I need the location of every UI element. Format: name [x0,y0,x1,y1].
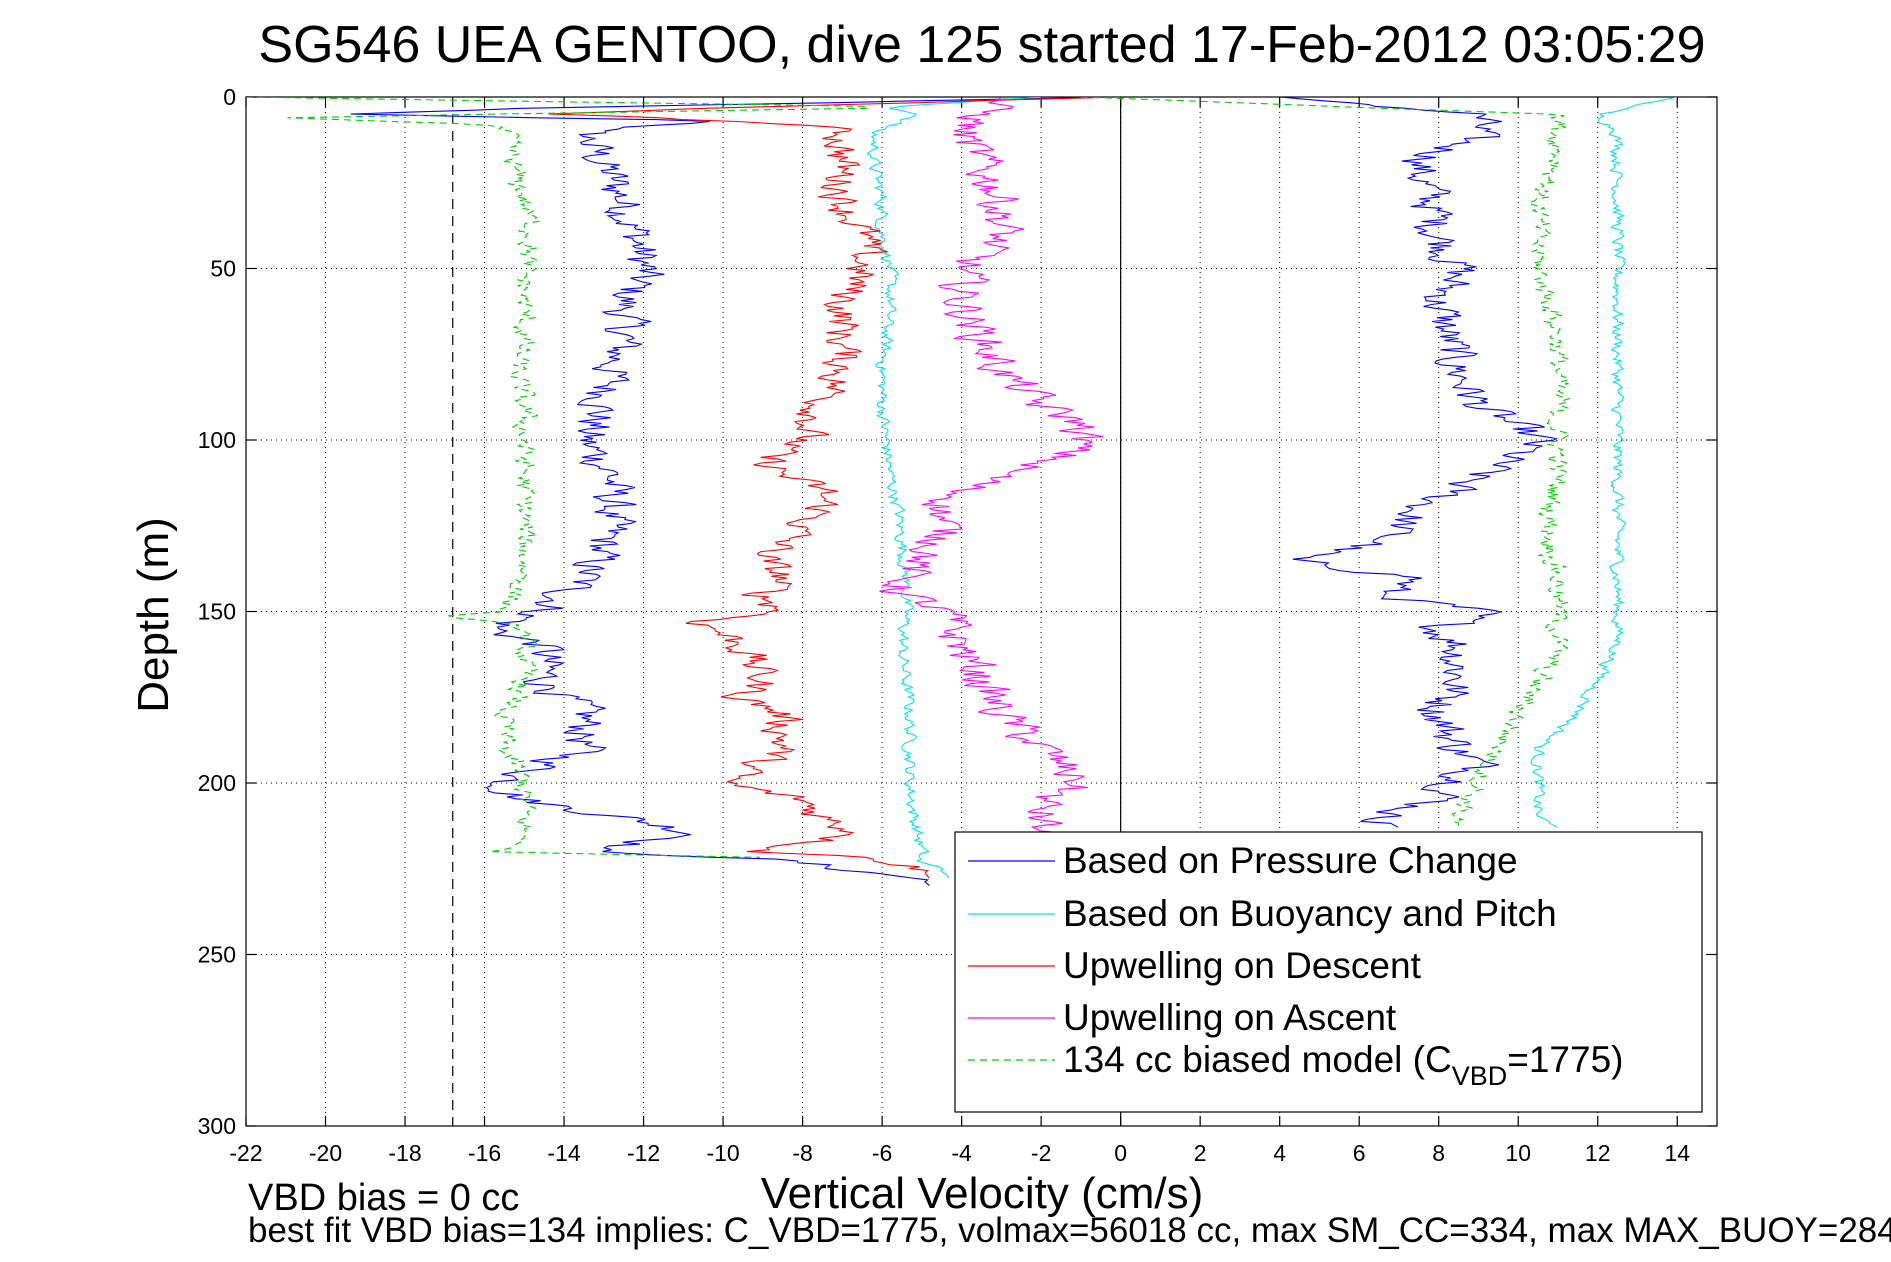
series-line [548,97,1121,879]
legend-box [954,831,1703,1113]
x-axis-label: Vertical Velocity (cm/s) [761,1169,1204,1218]
legend-label: Based on Buoyancy and Pitch [1063,893,1557,934]
x-tick-label: 6 [1353,1140,1366,1166]
x-tick-label: -12 [627,1140,660,1166]
x-tick-label: -2 [1031,1140,1051,1166]
axis-ticks [245,96,1717,1127]
series-line [879,97,1104,845]
y-tick-label: 0 [223,84,236,110]
x-tick-label: 10 [1505,1140,1531,1166]
best-fit-note: best fit VBD bias=134 implies: C_VBD=177… [248,1211,1891,1250]
legend-label: Upwelling on Ascent [1063,997,1397,1038]
series-lines [246,97,1678,887]
x-tick-label: -18 [388,1140,421,1166]
x-tick-labels: -22 -20 -18 -16 -14 -12 -10 -8 -6 -4 -2 0 2 4 6 8 10 12 14 [229,1140,1690,1166]
chart-title: SG546 UEA GENTOO, dive 125 started 17-Fe… [258,16,1705,74]
x-tick-label: -4 [951,1140,972,1166]
x-tick-label: 2 [1194,1140,1207,1166]
y-tick-label: 50 [210,256,236,282]
y-tick-label: 200 [198,770,236,796]
y-tick-label: 250 [198,942,236,968]
series-line [866,97,1042,879]
legend-label: 134 cc biased model (CVBD=1775) [1063,1039,1623,1091]
x-tick-label: 0 [1114,1140,1127,1166]
vbd-bias-note: VBD bias = 0 cc [248,1177,519,1219]
y-tick-label: 100 [198,427,236,453]
series-line [246,97,869,858]
y-tick-label: 300 [198,1113,236,1139]
series-line [1279,97,1558,828]
x-tick-label: -6 [872,1140,892,1166]
series-line [1080,97,1572,828]
x-tick-label: -10 [706,1140,739,1166]
legend-label: Based on Pressure Change [1063,840,1518,881]
y-tick-label: 150 [198,599,236,625]
legend: Based on Pressure Change Based on Buoyanc… [954,831,1703,1113]
x-tick-label: -20 [309,1140,342,1166]
x-tick-label: 8 [1432,1140,1445,1166]
legend-label: Upwelling on Descent [1063,945,1422,986]
x-tick-label: 4 [1273,1140,1286,1166]
y-axis-label: Depth (m) [129,517,178,713]
y-tick-labels: 0 50 100 150 200 250 300 [198,84,236,1139]
x-tick-label: -22 [229,1140,262,1166]
x-tick-label: -16 [468,1140,501,1166]
series-line [350,97,1121,887]
series-line [1530,97,1678,828]
x-tick-label: -8 [792,1140,812,1166]
x-tick-label: -14 [547,1140,580,1166]
x-tick-label: 12 [1585,1140,1611,1166]
x-tick-label: 14 [1664,1140,1690,1166]
